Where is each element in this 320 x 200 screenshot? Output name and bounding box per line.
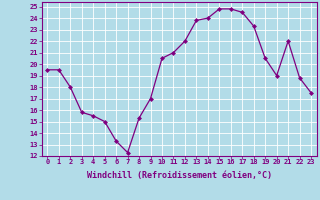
X-axis label: Windchill (Refroidissement éolien,°C): Windchill (Refroidissement éolien,°C)	[87, 171, 272, 180]
